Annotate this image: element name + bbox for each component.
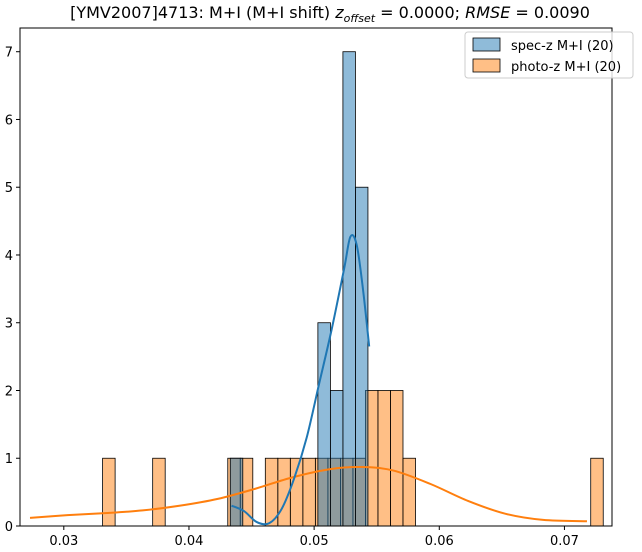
- x-tick-label: 0.05: [300, 534, 329, 549]
- kde-line-spec-z: [231, 234, 371, 526]
- plot-frame: [19, 27, 613, 527]
- legend-label-photo-z: photo-z M+I (20): [511, 60, 621, 75]
- title-z-symbol: z: [334, 3, 344, 22]
- title-z-subscript: offset: [344, 12, 376, 25]
- bar-photo-z: [264, 457, 279, 527]
- y-tick-label: 5: [5, 181, 13, 196]
- legend-swatch-spec-z: [472, 37, 501, 52]
- y-tick-label: 1: [5, 452, 13, 467]
- bar-photo-z: [390, 390, 404, 527]
- x-tick-label: 0.06: [425, 534, 454, 549]
- y-tick-label: 6: [5, 113, 13, 128]
- bar-photo-z: [102, 457, 116, 527]
- y-tick-label: 4: [5, 249, 13, 264]
- y-tick-label: 7: [5, 46, 13, 61]
- axes-layer: 0.03 0.04 0.05 0.06 0.07 0 1 2 3 4 5 6 7: [5, 27, 613, 549]
- bar-spec-z: [317, 322, 331, 527]
- chart-title: [YMV2007]4713: M+I (M+I shift) zoffset =…: [70, 3, 590, 25]
- y-tick-label: 2: [5, 384, 13, 399]
- y-tick-label: 0: [5, 520, 13, 535]
- bar-photo-z: [590, 457, 604, 527]
- title-rmse-symbol: RMSE: [465, 3, 511, 22]
- kde-line-photo-z: [29, 466, 588, 523]
- bar-spec-z: [355, 186, 369, 527]
- bar-photo-z: [302, 457, 316, 527]
- x-tick-label: 0.04: [174, 534, 203, 549]
- title-rmse-value: = 0.0090: [510, 3, 590, 22]
- bar-spec-z: [342, 51, 356, 527]
- bar-photo-z: [402, 457, 416, 527]
- legend-frame: [464, 31, 634, 79]
- legend-swatch-photo-z: [472, 58, 501, 73]
- legend-label-spec-z: spec-z M+I (20): [511, 39, 614, 54]
- bar-photo-z: [377, 390, 391, 527]
- title-prefix: [YMV2007]4713: M+I (M+I shift): [70, 3, 335, 22]
- x-tick-label: 0.03: [49, 534, 78, 549]
- title-z-value: = 0.0000;: [375, 3, 465, 22]
- legend: spec-z M+I (20) photo-z M+I (20): [464, 31, 634, 79]
- bar-photo-z: [152, 457, 166, 527]
- x-tick-label: 0.07: [550, 534, 579, 549]
- bar-spec-z: [329, 390, 344, 527]
- kde-layer: [29, 234, 588, 526]
- y-tick-label: 3: [5, 317, 13, 332]
